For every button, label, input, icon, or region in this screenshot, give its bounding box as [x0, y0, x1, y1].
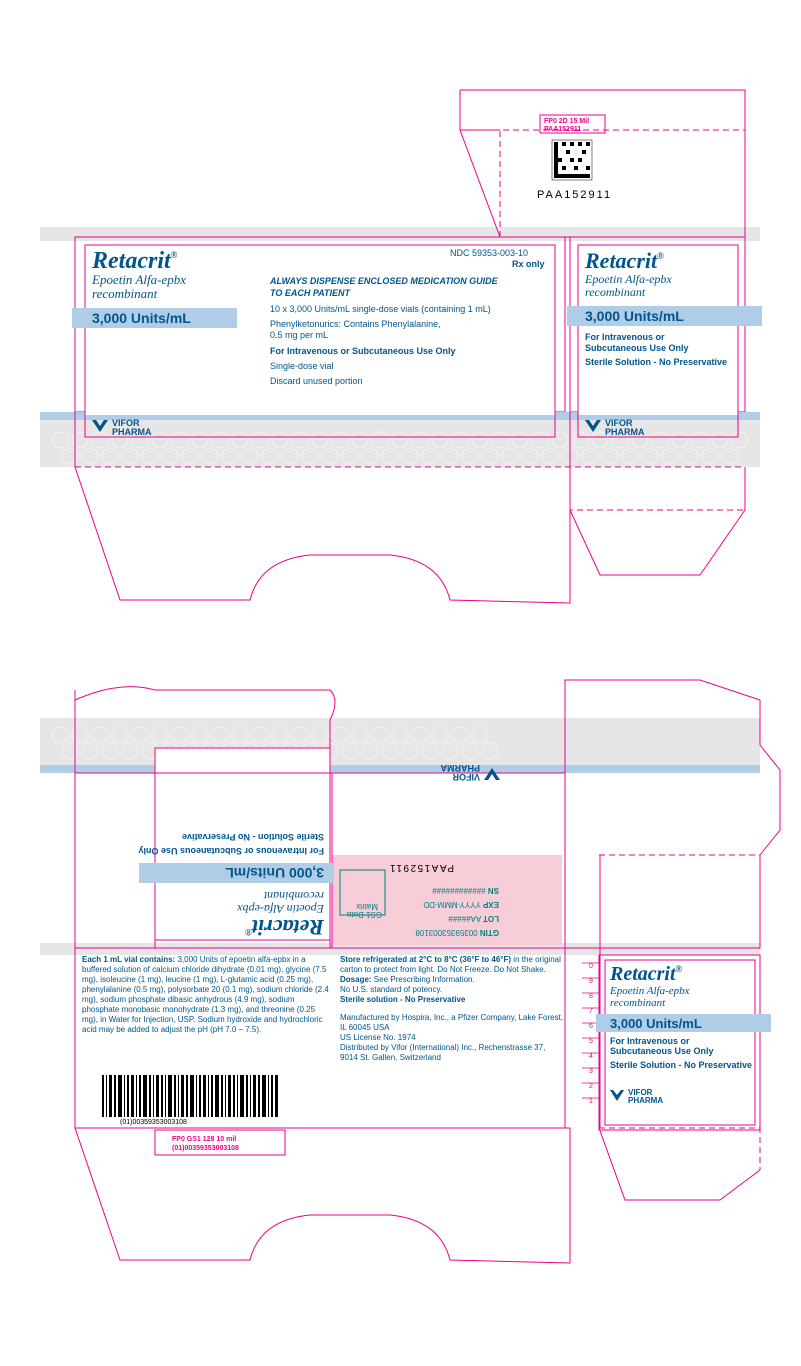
recomb-side: recombinant — [585, 285, 646, 299]
svg-text:PHARMA: PHARMA — [605, 427, 645, 437]
strength-main: 3,000 Units/mL — [92, 310, 191, 326]
ruler-4: 4 — [589, 1053, 593, 1060]
generic-inverted: Epoetin Alfa-epbx — [237, 902, 325, 916]
fpo-2d-code: PAA152911 — [544, 126, 581, 133]
matrix-label2: Matrix — [356, 902, 378, 911]
ruler-5: 5 — [589, 1038, 593, 1045]
strength-inverted: 3,000 Units/mL — [225, 865, 324, 881]
lot-code: PAA152911 — [389, 862, 454, 873]
brand-main: Retacrit® — [91, 248, 178, 274]
strength-side: 3,000 Units/mL — [585, 308, 684, 324]
ruler-0: 0 — [589, 963, 593, 970]
usage2-small: Subcutaneous Use Only — [610, 1046, 714, 1056]
ingredients-block: Each 1 mL vial contains: 3,000 Units of … — [82, 955, 332, 1035]
sterile-inverted: Sterile Solution - No Preservative — [182, 832, 324, 842]
svg-text:PHARMA: PHARMA — [628, 1096, 663, 1105]
barcode-text: (01)00359353003108 — [120, 1119, 187, 1126]
ruler-6: 6 — [589, 1023, 593, 1030]
ndc: NDC 59353-003-10 — [450, 248, 528, 258]
ruler-1: 1 — [589, 1098, 593, 1105]
generic-small: Epoetin Alfa-epbx — [609, 985, 690, 997]
fpo-barcode-2: (01)00359353003108 — [172, 1145, 239, 1152]
storage-block: Store refrigerated at 2°C to 8°C (36°F t… — [340, 955, 565, 1063]
recomb-inverted: recombinant — [263, 889, 324, 903]
svg-text:PHARMA: PHARMA — [112, 427, 152, 437]
recomb-small: recombinant — [610, 997, 666, 1009]
strength-small: 3,000 Units/mL — [610, 1016, 702, 1031]
pack-line2b: 0.5 mg per mL — [270, 330, 328, 340]
generic-main: Epoetin Alfa-epbx — [91, 272, 186, 287]
sn-label: SN ############ — [432, 886, 499, 895]
brand-side: Retacrit® — [584, 248, 664, 273]
brand-small: Retacrit® — [609, 963, 683, 985]
pack-line1: 10 x 3,000 Units/mL single-dose vials (c… — [270, 304, 491, 314]
usage2-side: Subcutaneous Use Only — [585, 343, 689, 353]
pack-line2a: Phenylketonurics: Contains Phenylalanine… — [270, 319, 441, 329]
warning-1: ALWAYS DISPENSE ENCLOSED MEDICATION GUID… — [269, 276, 499, 286]
fpo-2d-label: FP0 2D 15 Mil — [544, 118, 589, 125]
datamatrix-icon — [552, 140, 592, 180]
brand-inverted: Retacrit® — [245, 915, 325, 940]
pack-line4: Single-dose vial — [270, 361, 334, 371]
svg-text:PHARMA: PHARMA — [440, 763, 480, 773]
generic-side: Epoetin Alfa-epbx — [584, 272, 672, 286]
pack-line5: Discard unused portion — [270, 376, 363, 386]
warning-2: TO EACH PATIENT — [270, 288, 352, 298]
usage1-small: For Intravenous or — [610, 1036, 690, 1046]
ruler-7: 7 — [589, 1008, 593, 1015]
fpo-barcode-1: FP0 GS1 128 10 mil — [172, 1136, 236, 1143]
usage-inverted: For Intravenous or Subcutaneous Use Only — [138, 846, 324, 856]
gtin-label: GTIN 00359353003108 — [415, 928, 499, 937]
lot-label: LOT AA##### — [448, 914, 499, 923]
ruler-2: 2 — [589, 1083, 593, 1090]
exp-label: EXP YYYY-MMM-DD — [423, 900, 499, 909]
usage1-side: For Intravenous or — [585, 332, 665, 342]
ruler-9: 9 — [589, 978, 593, 985]
rx-only: Rx only — [512, 259, 545, 269]
sterile-small: Sterile Solution - No Preservative — [610, 1060, 752, 1070]
top-code: PAA152911 — [537, 189, 612, 201]
sterile-side: Sterile Solution - No Preservative — [585, 357, 727, 367]
ruler-8: 8 — [589, 993, 593, 1000]
ruler-3: 3 — [589, 1068, 593, 1075]
pack-line3: For Intravenous or Subcutaneous Use Only — [270, 346, 456, 356]
recomb-main: recombinant — [92, 286, 158, 301]
carton-dieline: FP0 2D 15 Mil PAA152911 PAA152911 Retacr… — [0, 0, 801, 1366]
